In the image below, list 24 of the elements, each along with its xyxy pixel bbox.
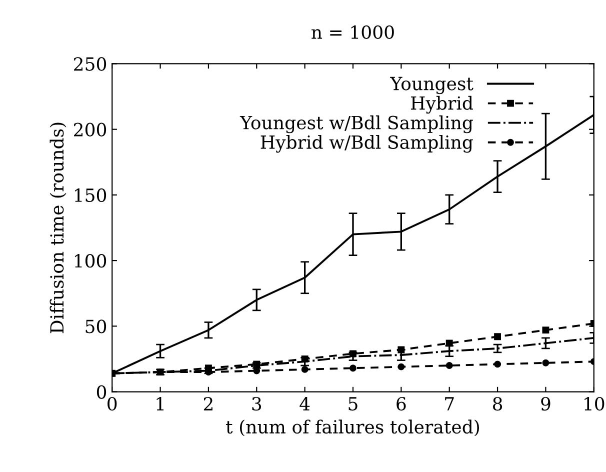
x-tick-label: 0 [108,396,117,411]
y-tick-label: 100 [74,254,106,268]
legend-label: Youngest w/Bdl Sampling [240,115,473,134]
y-tick-label: 250 [74,57,106,71]
chart-title: n = 1000 [312,25,394,39]
x-tick-label: 8 [492,396,502,411]
legend-label: Hybrid [411,96,473,114]
y-tick-label: 0 [96,385,106,399]
legend-label: Hybrid w/Bdl Sampling [260,134,473,153]
x-axis-title: t (num of failures tolerated) [226,420,480,436]
x-tick-label: 4 [300,396,310,410]
x-tick-label: 6 [396,396,406,411]
x-tick-label: 10 [584,396,604,411]
legend-label: Youngest [390,76,474,94]
y-tick-label: 150 [74,188,106,202]
y-axis-title: Diffusion time (rounds) [50,122,66,334]
y-tick-label: 200 [74,122,106,136]
x-tick-label: 3 [252,396,262,411]
x-tick-label: 1 [156,396,164,410]
x-tick-label: 7 [445,397,454,410]
y-tick-label: 50 [86,320,106,334]
x-tick-label: 5 [348,397,358,411]
x-tick-label: 9 [541,396,550,411]
x-tick-label: 2 [204,396,212,410]
